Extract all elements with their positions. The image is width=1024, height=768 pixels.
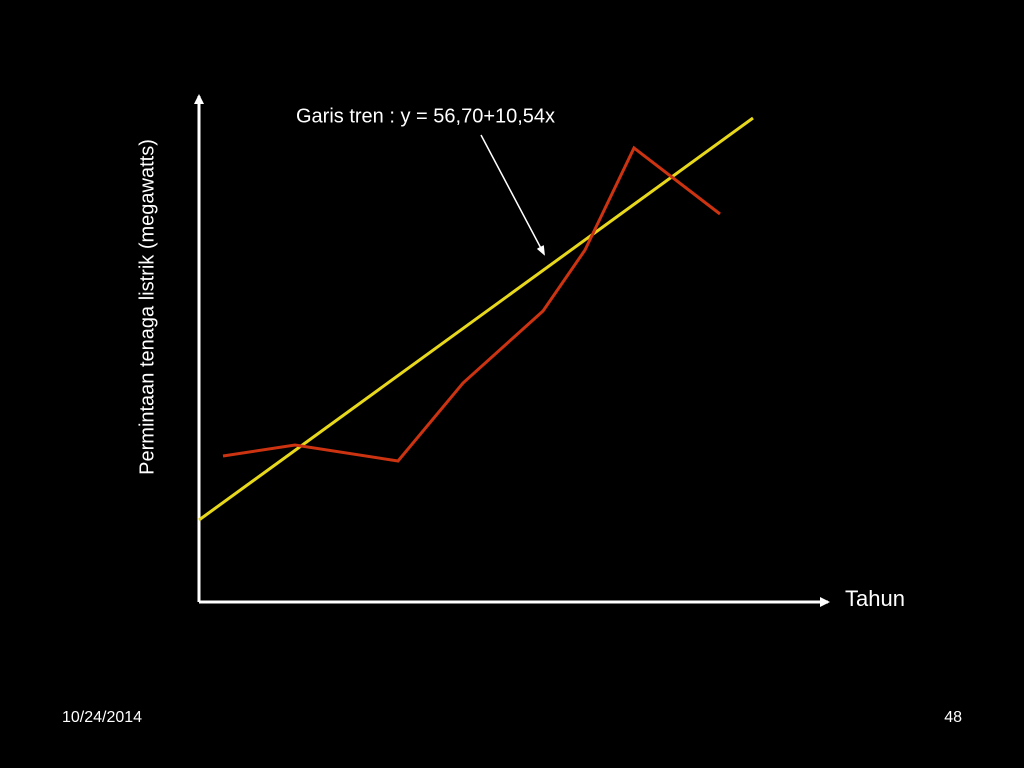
page-number: 48: [944, 709, 962, 726]
annotation-arrow: [480, 134, 545, 256]
trend-line: [198, 116, 754, 522]
x-axis-label: Tahun: [845, 586, 905, 611]
y-axis-label: Permintaan tenaga listrik (megawatts): [136, 139, 158, 475]
footer-date: 10/24/2014: [62, 709, 142, 726]
data-line: [222, 145, 721, 463]
annotation: Garis tren : y = 56,70+10,54x: [296, 105, 555, 127]
